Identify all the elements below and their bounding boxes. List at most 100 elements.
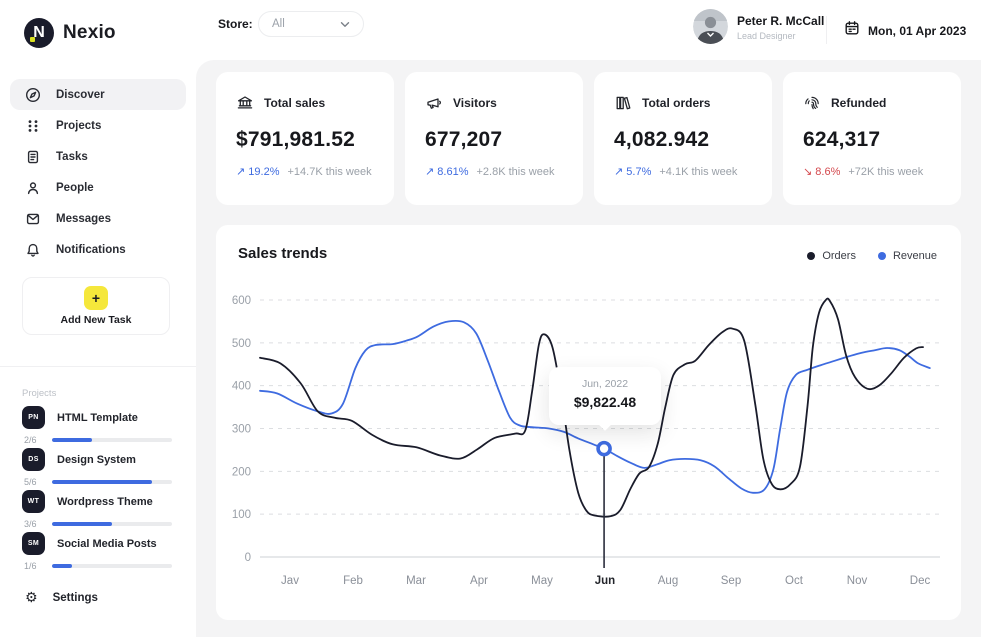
brand-name: Nexio: [63, 22, 116, 43]
project-item-html-template[interactable]: PN HTML Template 2/6: [22, 406, 172, 445]
stat-card-total-sales: Total sales $791,981.52 ↗ 19.2% +14.7K t…: [216, 72, 394, 205]
project-item-design-system[interactable]: DS Design System 5/6: [22, 448, 172, 487]
stat-delta: ↘ 8.6%: [803, 165, 841, 178]
svg-text:300: 300: [232, 424, 251, 436]
chart-legend: Orders Revenue: [807, 250, 937, 262]
calendar-icon: [844, 20, 860, 41]
megaphone-icon: [427, 98, 442, 109]
stat-value: 677,207: [425, 128, 503, 151]
svg-text:Jav: Jav: [281, 575, 299, 587]
sidebar-item-settings[interactable]: ⚙ Settings: [25, 591, 98, 605]
sidebar-item-label: People: [56, 181, 94, 194]
avatar[interactable]: [693, 9, 728, 44]
logo-dot: [30, 37, 35, 42]
svg-text:Jun: Jun: [595, 575, 615, 587]
project-fraction: 1/6: [24, 561, 37, 571]
sidebar-item-label: Projects: [56, 119, 102, 132]
progress-bar: [52, 480, 172, 484]
trend-down-icon: ↘: [803, 165, 813, 178]
trend-up-icon: ↗: [425, 165, 435, 178]
project-fraction: 2/6: [24, 435, 37, 445]
revenue-dot-icon: [877, 252, 886, 260]
add-task-label: Add New Task: [60, 314, 132, 326]
topbar-divider: [826, 16, 827, 44]
document-icon: [27, 150, 39, 163]
user-menu[interactable]: Peter R. McCall Lead Designer: [737, 14, 824, 41]
svg-text:0: 0: [245, 552, 251, 564]
store-dropdown[interactable]: All: [258, 11, 364, 37]
sidebar-item-people[interactable]: People: [10, 172, 186, 203]
svg-text:May: May: [531, 575, 553, 587]
add-new-task-button[interactable]: + Add New Task: [22, 277, 170, 335]
chart-tooltip: Jun, 2022 $9,822.48: [549, 367, 661, 425]
project-item-wordpress-theme[interactable]: WT Wordpress Theme 3/6: [22, 490, 172, 529]
trend-up-icon: ↗: [236, 165, 246, 178]
project-badge: DS: [22, 448, 45, 471]
sidebar-item-label: Messages: [56, 212, 111, 225]
stat-delta-note: +72K this week: [848, 165, 924, 178]
svg-text:Apr: Apr: [470, 575, 488, 587]
main-panel: Total sales $791,981.52 ↗ 19.2% +14.7K t…: [196, 60, 981, 637]
sidebar-item-messages[interactable]: Messages: [10, 203, 186, 234]
grid-dots-icon: [28, 119, 38, 132]
stat-label: Total orders: [642, 96, 711, 110]
sales-trends-card: Sales trends Orders Revenue 0 100 200 300 40…: [216, 225, 961, 620]
sidebar-item-projects[interactable]: Projects: [10, 110, 186, 141]
stat-delta-note: +4.1K this week: [659, 165, 738, 178]
legend-label: Orders: [822, 250, 856, 262]
sidebar-nav: Discover Projects Tasks People: [10, 79, 186, 265]
project-badge: WT: [22, 490, 45, 513]
legend-item-revenue[interactable]: Revenue: [877, 250, 937, 262]
store-dropdown-value: All: [272, 18, 285, 30]
stat-label: Refunded: [831, 96, 887, 110]
progress-bar: [52, 564, 172, 568]
progress-bar: [52, 522, 172, 526]
svg-text:400: 400: [232, 381, 251, 393]
project-fraction: 3/6: [24, 519, 37, 529]
svg-text:600: 600: [232, 295, 251, 307]
chevron-down-icon: [340, 15, 350, 33]
sidebar: N Nexio Discover Projects Tasks: [0, 0, 196, 637]
bank-icon: [237, 96, 253, 109]
sidebar-item-discover[interactable]: Discover: [10, 79, 186, 110]
store-label: Store:: [218, 17, 253, 31]
project-fraction: 5/6: [24, 477, 37, 487]
person-icon: [27, 181, 39, 194]
chart-title: Sales trends: [238, 245, 328, 262]
trend-up-icon: ↗: [614, 165, 624, 178]
stat-delta: ↗ 19.2%: [236, 165, 280, 178]
legend-item-orders[interactable]: Orders: [807, 250, 856, 262]
stat-delta: ↗ 8.61%: [425, 165, 469, 178]
legend-label: Revenue: [892, 250, 937, 262]
sidebar-item-label: Notifications: [56, 243, 126, 256]
user-name: Peter R. McCall: [737, 14, 825, 28]
progress-bar: [52, 438, 172, 442]
project-item-social-media-posts[interactable]: SM Social Media Posts 1/6: [22, 532, 172, 571]
progress-fill: [52, 438, 92, 442]
stat-card-total-orders: Total orders 4,082.942 ↗ 5.7% +4.1K this…: [594, 72, 772, 205]
project-badge: SM: [22, 532, 45, 555]
svg-text:Feb: Feb: [343, 575, 363, 587]
tooltip-title: Jun, 2022: [581, 378, 629, 390]
svg-text:Oct: Oct: [785, 575, 804, 587]
fingerprint-icon: [805, 96, 819, 110]
date-picker[interactable]: Mon, 01 Apr 2023: [844, 20, 966, 41]
envelope-icon: [26, 213, 40, 224]
svg-text:100: 100: [232, 509, 251, 521]
stat-value: 4,082.942: [614, 128, 710, 151]
svg-text:Mar: Mar: [406, 575, 426, 587]
sidebar-divider: [0, 366, 196, 367]
logo[interactable]: N Nexio: [24, 18, 116, 48]
stat-delta-note: +14.7K this week: [287, 165, 372, 178]
topbar: Store: All Peter R. McCall Lead Designer: [196, 0, 981, 60]
progress-fill: [52, 522, 112, 526]
stat-value: 624,317: [803, 128, 881, 151]
project-name: Design System: [57, 453, 136, 466]
sidebar-item-label: Discover: [56, 88, 105, 101]
svg-text:Dec: Dec: [910, 575, 931, 587]
sidebar-item-notifications[interactable]: Notifications: [10, 234, 186, 265]
svg-text:Nov: Nov: [847, 575, 868, 587]
svg-text:Aug: Aug: [658, 575, 678, 587]
sidebar-item-tasks[interactable]: Tasks: [10, 141, 186, 172]
stat-card-visitors: Visitors 677,207 ↗ 8.61% +2.8K this week: [405, 72, 583, 205]
